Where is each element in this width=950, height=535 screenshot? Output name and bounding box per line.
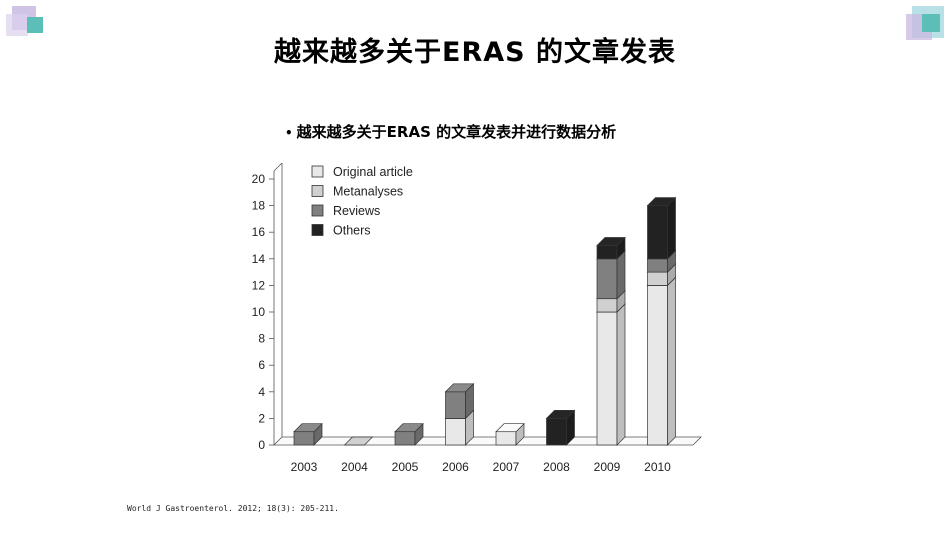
legend-swatch-others — [311, 224, 324, 236]
axes-layer: 0 2 4 6 8 10 12 14 16 18 20 2003 2004 2005 2006 2007 200… — [252, 162, 702, 474]
bar-2005-reviews — [394, 422, 424, 446]
legend-label-reviews: Reviews — [333, 204, 380, 218]
bar-2006-reviews — [444, 382, 475, 420]
bar-2009-others-top — [596, 237, 626, 246]
bar-2009-original-article-front — [596, 311, 618, 446]
bar-2008-others-front — [546, 418, 567, 446]
x-tick-label-2005: 2005 — [392, 460, 419, 474]
y-axis-top-edge — [273, 162, 283, 172]
bar-2003-reviews — [293, 422, 323, 446]
bar-2010-metanalyses-front — [647, 271, 668, 286]
x-tick-label-2003: 2003 — [291, 460, 318, 474]
chart-panel: 0 2 4 6 8 10 12 14 16 18 20 2003 2004 2005 2006 2007 200… — [246, 156, 713, 480]
y-tick-label-14: 14 — [252, 252, 266, 266]
legend-label-original-article: Original article — [333, 165, 413, 179]
x-tick-label-2009: 2009 — [594, 460, 621, 474]
bar-2009-original-article-side — [616, 303, 626, 446]
y-tick-label-20: 20 — [252, 172, 266, 186]
bar-2009-others — [596, 236, 626, 260]
bar-2010-others — [646, 196, 677, 260]
bar-2004-empty — [343, 436, 374, 446]
bar-2009-reviews-front — [596, 258, 618, 300]
stacked-bar-chart: 0 2 4 6 8 10 12 14 16 18 20 2003 2004 2005 2006 2007 200… — [252, 162, 702, 474]
bar-2007-original-article-top — [495, 423, 525, 433]
decor-square-top-right-teal — [922, 14, 940, 32]
chart-floor — [273, 436, 702, 446]
bar-2005-reviews-top — [394, 423, 424, 433]
bullet-dot-icon: • — [285, 126, 293, 140]
x-tick-label-2008: 2008 — [543, 460, 570, 474]
bar-2010-others-top — [646, 197, 677, 206]
y-tick-label-4: 4 — [258, 385, 265, 399]
slide-title: 越来越多关于ERAS 的文章发表 — [274, 37, 676, 68]
bar-2008-others-top — [545, 410, 576, 419]
y-tick-label-0: 0 — [258, 438, 265, 452]
bar-2010-original-article-front — [647, 285, 668, 446]
bar-2008-others — [545, 409, 576, 446]
bar-2010-reviews-front — [647, 258, 668, 273]
y-tick-label-16: 16 — [252, 225, 266, 239]
legend-swatch-metanalyses — [311, 185, 324, 197]
legend-layer: Original article Metanalyses Reviews Others — [311, 165, 413, 238]
y-tick-label-12: 12 — [252, 278, 266, 292]
y-tick-label-18: 18 — [252, 199, 266, 213]
y-tick-label-2: 2 — [258, 411, 265, 425]
bar-2009-original-article — [596, 303, 626, 446]
y-tick-label-8: 8 — [258, 332, 265, 346]
bar-2006-reviews-top — [444, 383, 475, 393]
y-tick-label-6: 6 — [258, 358, 265, 372]
bar-2009-metanalyses-front — [596, 298, 618, 313]
legend-swatch-original-article — [311, 165, 324, 178]
y-tick-label-10: 10 — [252, 305, 266, 319]
x-tick-label-2007: 2007 — [493, 460, 520, 474]
bar-2009-others-front — [596, 245, 618, 260]
bullet-text: 越来越多关于ERAS 的文章发表并进行数据分析 — [296, 123, 617, 141]
bullet-point: • 越来越多关于ERAS 的文章发表并进行数据分析 — [285, 121, 616, 142]
bar-2007-original-article-front — [495, 431, 517, 446]
bar-2010-original-article-side — [667, 276, 676, 446]
bar-2010-others-front — [647, 205, 668, 260]
citation: World J Gastroenterol. 2012; 18(3): 205-… — [127, 504, 339, 513]
x-tick-label-2010: 2010 — [644, 460, 671, 474]
bar-2007-original-article — [495, 422, 525, 446]
bar-2010-others-side — [667, 196, 676, 260]
decor-square-top-left-teal — [27, 17, 43, 33]
decor-square-top-left-lightblue — [6, 14, 28, 36]
bar-2006-original-article-front — [445, 418, 466, 446]
bars-layer — [293, 196, 677, 446]
bar-2010-original-article — [646, 276, 677, 446]
bar-2005-reviews-front — [394, 431, 416, 446]
bar-2003-reviews-front — [293, 431, 315, 446]
x-tick-label-2006: 2006 — [442, 460, 469, 474]
legend-swatch-reviews — [311, 204, 324, 217]
legend-label-others: Others — [333, 224, 371, 238]
bar-2006-reviews-front — [445, 391, 466, 419]
legend-label-metanalyses: Metanalyses — [333, 185, 403, 199]
x-tick-label-2004: 2004 — [341, 460, 368, 474]
bar-2003-reviews-top — [293, 423, 323, 433]
